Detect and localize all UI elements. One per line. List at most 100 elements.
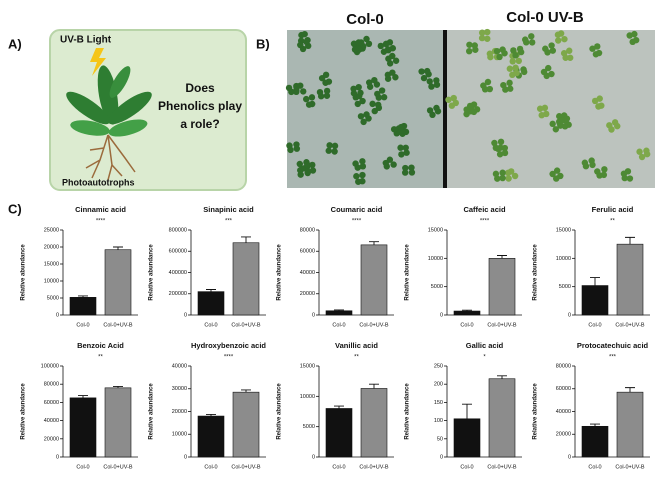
x-tick-label: Col-0 <box>76 464 89 470</box>
leaf <box>363 111 370 118</box>
leaf <box>478 29 486 36</box>
leaf <box>366 79 373 86</box>
lightning <box>90 48 106 76</box>
leaf <box>471 42 478 49</box>
error-bar <box>113 246 123 250</box>
error-bar <box>590 423 600 427</box>
leaf <box>380 48 388 55</box>
leaf <box>486 50 494 57</box>
leaf <box>355 83 362 91</box>
leaf <box>355 178 362 185</box>
leaf <box>303 38 310 46</box>
leaf <box>561 123 569 130</box>
y-tick-label: 600000 <box>169 249 187 255</box>
x-tick-label: Col-0 <box>460 464 473 470</box>
leaf <box>594 168 601 175</box>
chart-title: Caffeic acid <box>463 205 506 214</box>
y-tick-label: 0 <box>440 454 443 460</box>
y-tick-label: 40000 <box>172 363 187 369</box>
leaf <box>496 151 504 158</box>
significance: **** <box>352 219 362 225</box>
y-tick-label: 0 <box>312 454 315 460</box>
bar <box>197 415 225 458</box>
leaf <box>390 126 398 133</box>
x-tick-label: Col-0+UV-B <box>487 464 517 470</box>
leaf <box>486 85 494 93</box>
leaf <box>638 153 646 161</box>
y-tick-label: 0 <box>184 454 187 460</box>
x-tick-label: Col-0 <box>588 464 601 470</box>
error-bar <box>590 277 600 286</box>
x-tick-label: Col-0+UV-B <box>615 322 645 328</box>
leaf <box>480 82 487 89</box>
y-tick-label: 40000 <box>44 418 59 424</box>
leaf <box>359 97 366 105</box>
leaf <box>374 90 381 98</box>
leaf <box>515 57 523 65</box>
leaf <box>501 144 509 152</box>
leaf <box>308 94 316 101</box>
y-tick-label: 5000 <box>47 295 59 301</box>
leaf <box>397 144 404 151</box>
organism-label: Photoautotrophs <box>62 177 135 187</box>
error-bar <box>206 414 216 417</box>
leaf <box>549 47 557 54</box>
leaf <box>304 161 311 169</box>
leaf <box>331 148 338 155</box>
bar <box>69 397 97 458</box>
y-axis-label: Relative abundance <box>277 244 283 301</box>
leaf <box>363 35 370 43</box>
leaf <box>401 169 409 176</box>
leaf <box>316 88 324 96</box>
y-tick-label: 80000 <box>44 382 59 388</box>
y-tick-label: 100 <box>434 418 443 424</box>
x-tick-label: Col-0 <box>204 322 217 328</box>
leaf <box>549 120 556 128</box>
leaf <box>326 142 333 149</box>
significance: **** <box>224 355 234 361</box>
leaf <box>309 167 317 174</box>
leaf <box>309 161 316 169</box>
photo-label: Col-0 UV-B <box>506 9 584 26</box>
leaf <box>643 147 650 154</box>
bar <box>488 258 516 316</box>
leaf <box>331 142 339 150</box>
x-tick-label: Col-0 <box>76 322 89 328</box>
leaf <box>549 170 556 178</box>
leaf <box>357 89 364 97</box>
leaf <box>301 30 308 38</box>
leaf <box>426 78 433 85</box>
leaf <box>467 104 475 112</box>
leaf <box>297 41 304 49</box>
y-tick-label: 5000 <box>303 424 315 430</box>
error-bar <box>334 309 344 311</box>
leaf <box>491 139 498 147</box>
significance: ** <box>610 219 615 225</box>
charts: Cinnamic acid****Relative abundance05000… <box>21 205 650 470</box>
leaf <box>354 100 361 108</box>
bar <box>616 243 644 316</box>
error-bar <box>497 255 507 259</box>
leaf <box>540 68 548 76</box>
y-tick-label: 60000 <box>300 249 315 255</box>
chart-title: Protocatechuic acid <box>577 341 649 350</box>
y-tick-label: 10000 <box>300 394 315 400</box>
leaf <box>386 156 394 163</box>
leaf <box>351 46 359 53</box>
leaf <box>378 87 386 94</box>
bar <box>69 297 97 316</box>
chart-title: Vanillic acid <box>335 341 378 350</box>
leaf <box>382 40 390 48</box>
leaf <box>303 95 310 103</box>
significance: *** <box>609 355 617 361</box>
leaf <box>606 122 613 129</box>
panel-label: C) <box>8 201 22 216</box>
y-axis-label: Relative abundance <box>149 244 155 301</box>
y-tick-label: 80000 <box>556 363 571 369</box>
leaf <box>567 54 574 61</box>
y-tick-label: 400000 <box>169 270 187 276</box>
y-tick-label: 20000 <box>556 432 571 438</box>
leaf <box>325 147 332 154</box>
leaf <box>509 71 516 79</box>
